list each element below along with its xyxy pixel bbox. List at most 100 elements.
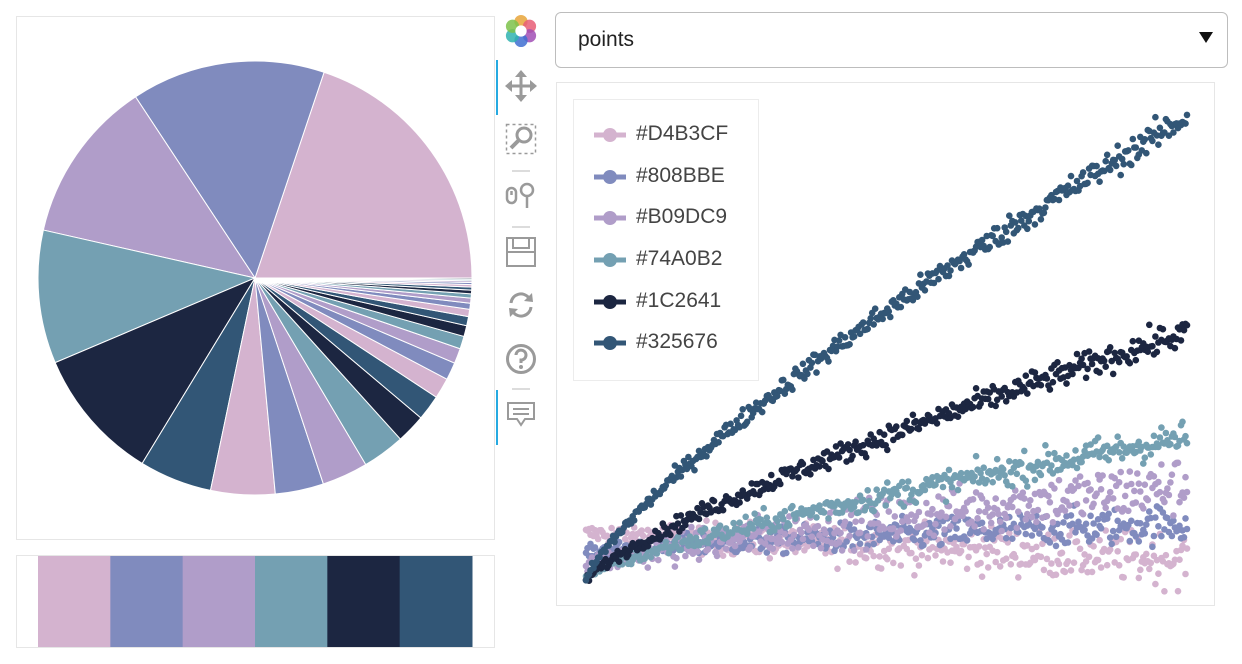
render-mode-select[interactable]: points <box>555 12 1228 68</box>
scatter-point <box>887 313 894 321</box>
scatter-point <box>1058 549 1066 557</box>
scatter-point <box>983 535 990 543</box>
scatter-point <box>993 548 1001 556</box>
scatter-point <box>1111 156 1118 164</box>
scatter-point <box>1109 527 1117 535</box>
scatter-point <box>1174 459 1182 467</box>
toolbar-separator <box>512 226 530 228</box>
scatter-point <box>984 564 992 571</box>
chart-legend[interactable]: #D4B3CF #808BBE #B09DC9 #74A0B2 #1C2641 … <box>573 99 759 381</box>
scatter-point <box>884 555 891 563</box>
scatter-point <box>1082 497 1090 504</box>
scatter-point <box>942 513 950 521</box>
scatter-point <box>1027 497 1034 504</box>
save-icon[interactable] <box>504 235 538 269</box>
scatter-point <box>1061 568 1069 576</box>
scatter-point <box>1002 555 1010 562</box>
legend-item[interactable]: #808BBE <box>590 163 755 191</box>
scatter-point <box>1001 472 1008 479</box>
scatter-point <box>1039 524 1046 531</box>
scatter-point <box>850 547 858 554</box>
scatter-point <box>1084 479 1091 487</box>
scatter-point <box>826 509 834 517</box>
scatter-point <box>1025 217 1033 225</box>
scatter-point <box>1009 483 1016 490</box>
legend-glyph-icon <box>594 253 626 267</box>
scatter-point <box>677 473 685 480</box>
scatter-point <box>903 417 911 425</box>
scatter-point <box>1102 363 1109 371</box>
scatter-point <box>1105 510 1112 518</box>
legend-item[interactable]: #74A0B2 <box>590 246 755 274</box>
scatter-point <box>992 495 999 502</box>
scatter-point <box>862 554 870 562</box>
scatter-point <box>954 413 962 421</box>
legend-item[interactable]: #B09DC9 <box>590 204 755 232</box>
scatter-point <box>1043 375 1051 382</box>
scatter-point <box>862 546 870 553</box>
scatter-point <box>948 483 956 491</box>
scatter-point <box>846 532 853 540</box>
scatter-point <box>938 509 945 516</box>
pie-slice <box>254 71 473 279</box>
scatter-point <box>1146 321 1153 329</box>
scatter-point <box>746 543 754 551</box>
scatter-point <box>608 524 615 532</box>
reset-icon[interactable] <box>504 288 538 322</box>
scatter-point <box>682 552 689 560</box>
scatter-point <box>1040 209 1048 217</box>
scatter-point <box>1111 474 1118 482</box>
scatter-point <box>673 554 680 562</box>
scatter-point <box>1022 516 1030 523</box>
scatter-point <box>1064 182 1072 189</box>
scatter-point <box>1022 372 1030 380</box>
scatter-point <box>882 502 889 509</box>
scatter-point <box>1170 129 1177 136</box>
scatter-point <box>1073 538 1081 545</box>
scatter-point <box>1015 508 1022 515</box>
pan-tool-icon[interactable] <box>504 69 538 103</box>
scatter-point <box>1162 429 1170 437</box>
scatter-point <box>1040 566 1048 574</box>
help-icon[interactable] <box>504 342 538 376</box>
scatter-point <box>1084 179 1091 187</box>
scatter-point <box>1129 337 1137 345</box>
hover-icon[interactable] <box>504 398 538 432</box>
scatter-point <box>885 534 893 542</box>
scatter-point <box>1161 498 1168 506</box>
scatter-point <box>1155 141 1162 148</box>
scatter-point <box>1102 504 1109 512</box>
scatter-point <box>638 539 645 546</box>
scatter-point <box>885 508 893 515</box>
scatter-point <box>1090 500 1097 508</box>
scatter-point <box>858 517 865 525</box>
box-zoom-icon[interactable] <box>504 122 538 156</box>
wheel-zoom-icon[interactable] <box>504 178 538 212</box>
scatter-point <box>822 530 829 537</box>
scatter-point <box>688 523 695 531</box>
legend-item[interactable]: #D4B3CF <box>590 121 755 149</box>
scatter-point <box>1079 361 1087 369</box>
scatter-point <box>1106 546 1114 553</box>
scatter-point <box>1073 500 1081 508</box>
scatter-point <box>1037 471 1045 479</box>
scatter-point <box>655 556 662 564</box>
scatter-point <box>1114 142 1121 149</box>
scatter-point <box>1131 487 1138 495</box>
scatter-point <box>835 539 843 546</box>
scatter-point <box>1128 161 1135 169</box>
scatter-point <box>864 325 871 333</box>
scatter-point <box>1061 507 1069 514</box>
scatter-point <box>1118 455 1126 462</box>
scatter-point <box>1024 225 1031 233</box>
scatter-point <box>980 464 987 472</box>
scatter-point <box>1087 441 1094 448</box>
scatter-point <box>1171 344 1179 352</box>
scatter-point <box>682 521 689 529</box>
scatter-point <box>1120 574 1127 581</box>
scatter-point <box>695 556 703 563</box>
legend-item[interactable]: #325676 <box>590 329 755 357</box>
legend-item[interactable]: #1C2641 <box>590 288 755 316</box>
bokeh-logo-icon[interactable] <box>504 14 538 48</box>
scatter-point <box>971 473 978 480</box>
